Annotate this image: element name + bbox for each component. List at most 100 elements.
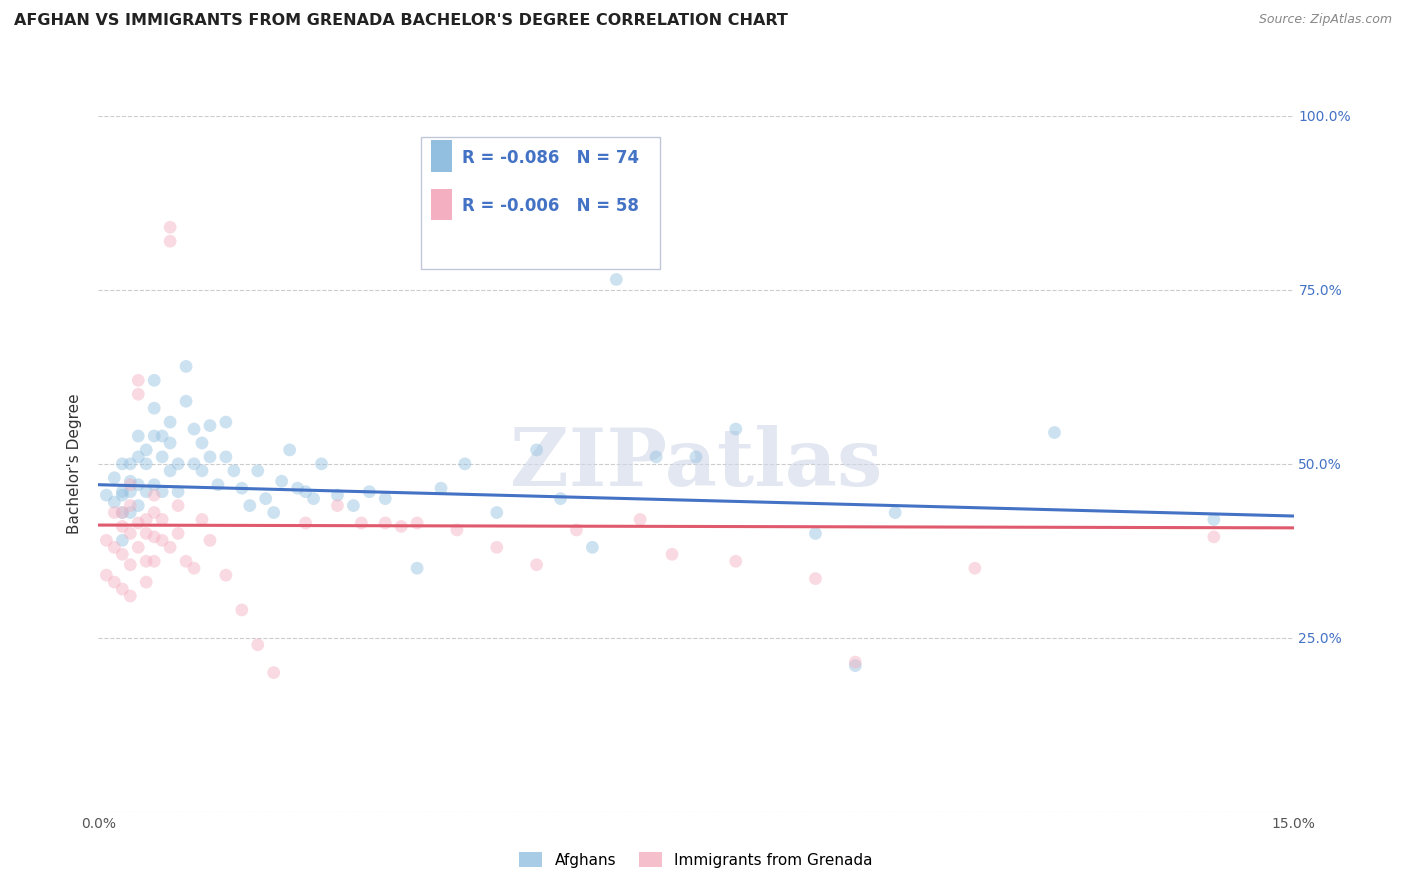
Text: R = -0.086   N = 74: R = -0.086 N = 74 — [461, 149, 638, 167]
Point — [120, 499, 142, 513]
Point — [103, 541, 125, 555]
Point — [581, 541, 603, 555]
Point — [127, 387, 149, 401]
Point — [127, 450, 149, 464]
Point — [198, 418, 221, 433]
Point — [526, 442, 548, 457]
Point — [804, 526, 827, 541]
Point — [159, 541, 181, 555]
Point — [120, 526, 142, 541]
Point — [96, 488, 118, 502]
Point — [111, 506, 134, 520]
Point — [724, 554, 747, 568]
Text: R = -0.006   N = 58: R = -0.006 N = 58 — [461, 197, 638, 215]
Point — [231, 603, 253, 617]
Point — [207, 477, 229, 491]
Point — [167, 499, 190, 513]
Point — [215, 568, 238, 582]
Point — [120, 477, 142, 491]
Point — [198, 533, 221, 548]
Point — [174, 359, 197, 374]
Point — [485, 506, 508, 520]
Point — [111, 506, 134, 520]
Point — [150, 533, 173, 548]
Point — [191, 436, 214, 450]
Point — [159, 415, 181, 429]
Point — [120, 457, 142, 471]
Point — [174, 554, 197, 568]
Point — [120, 475, 142, 489]
Text: ZIPatlas: ZIPatlas — [510, 425, 882, 503]
Point — [111, 484, 134, 499]
Point — [374, 516, 396, 530]
Point — [159, 464, 181, 478]
Point — [135, 575, 157, 590]
Point — [246, 464, 269, 478]
Point — [287, 481, 309, 495]
Point — [254, 491, 277, 506]
Point — [963, 561, 986, 575]
Point — [143, 429, 166, 443]
Point — [159, 436, 181, 450]
Point — [127, 516, 149, 530]
Text: Source: ZipAtlas.com: Source: ZipAtlas.com — [1258, 13, 1392, 27]
Point — [111, 488, 134, 502]
Point — [326, 499, 349, 513]
Point — [183, 561, 205, 575]
Point — [111, 547, 134, 561]
Point — [215, 415, 238, 429]
Point — [406, 561, 429, 575]
Point — [150, 450, 173, 464]
Point — [135, 442, 157, 457]
Point — [311, 457, 333, 471]
Point — [135, 457, 157, 471]
Y-axis label: Bachelor's Degree: Bachelor's Degree — [67, 393, 83, 534]
Point — [103, 575, 125, 590]
Point — [103, 471, 125, 485]
Point — [183, 422, 205, 436]
Point — [191, 512, 214, 526]
Point — [135, 484, 157, 499]
Point — [143, 506, 166, 520]
Point — [150, 512, 173, 526]
Point — [246, 638, 269, 652]
Point — [550, 491, 572, 506]
Point — [239, 499, 262, 513]
Point — [143, 477, 166, 491]
Point — [127, 477, 149, 491]
Bar — [430, 189, 453, 220]
Point — [661, 547, 683, 561]
Point — [135, 512, 157, 526]
Point — [446, 523, 468, 537]
Point — [143, 530, 166, 544]
Point — [263, 665, 285, 680]
Point — [127, 373, 149, 387]
Point — [1043, 425, 1066, 440]
Point — [278, 442, 301, 457]
Point — [485, 541, 508, 555]
Point — [174, 394, 197, 409]
Point — [270, 475, 292, 489]
Legend: Afghans, Immigrants from Grenada: Afghans, Immigrants from Grenada — [513, 846, 879, 873]
Point — [294, 516, 316, 530]
Point — [111, 533, 134, 548]
Point — [844, 655, 866, 669]
Point — [143, 401, 166, 416]
Point — [645, 450, 668, 464]
Point — [143, 554, 166, 568]
Point — [167, 457, 190, 471]
Point — [215, 450, 238, 464]
Point — [804, 572, 827, 586]
Point — [120, 484, 142, 499]
Point — [150, 429, 173, 443]
Point — [1202, 530, 1225, 544]
Point — [374, 491, 396, 506]
Point — [103, 495, 125, 509]
Point — [326, 488, 349, 502]
Point — [526, 558, 548, 572]
Point — [96, 533, 118, 548]
Point — [143, 373, 166, 387]
Point — [359, 484, 381, 499]
Point — [167, 526, 190, 541]
Point — [111, 519, 134, 533]
